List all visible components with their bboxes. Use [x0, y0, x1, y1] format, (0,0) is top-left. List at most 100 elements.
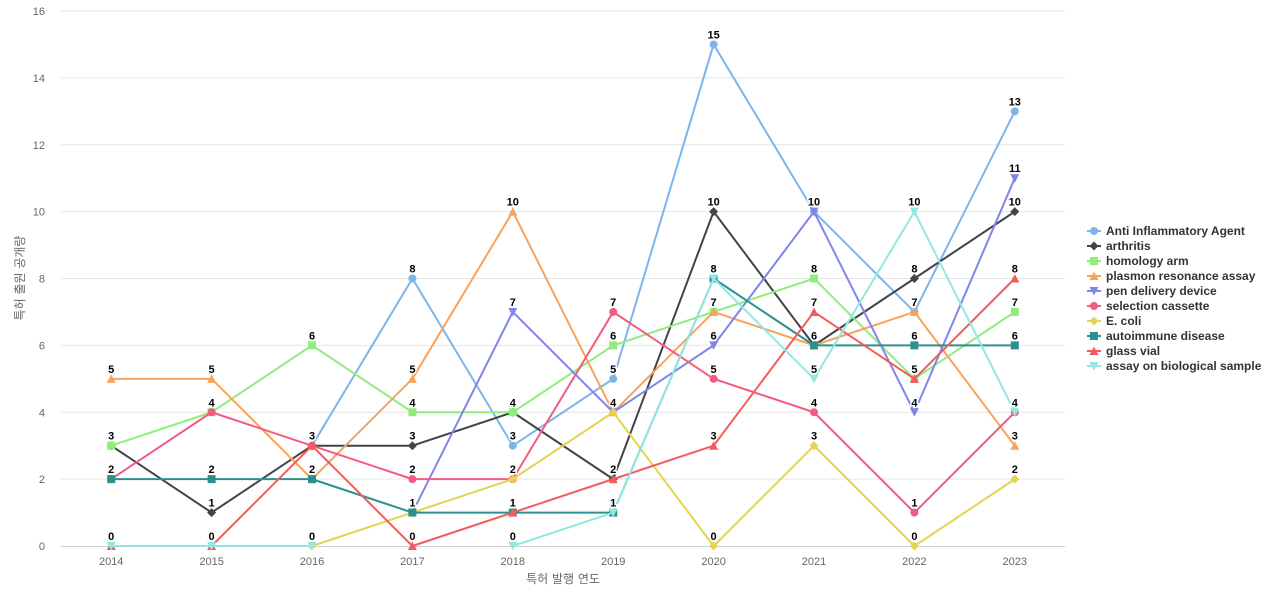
data-point[interactable]	[1010, 107, 1019, 116]
data-label: 0	[409, 531, 415, 543]
data-point[interactable]	[810, 274, 818, 283]
data-point[interactable]	[308, 475, 316, 484]
data-point[interactable]	[709, 441, 719, 450]
data-point[interactable]	[609, 374, 618, 383]
data-point[interactable]	[407, 374, 417, 383]
data-label: 1	[409, 498, 415, 510]
data-point[interactable]	[408, 408, 417, 417]
data-label: 2	[108, 464, 114, 476]
data-point[interactable]	[1010, 274, 1020, 283]
data-point[interactable]	[810, 341, 818, 350]
data-point[interactable]	[810, 408, 818, 417]
data-point[interactable]	[508, 408, 517, 417]
data-label: 4	[610, 397, 617, 409]
data-point[interactable]	[106, 542, 116, 551]
legend-item[interactable]: pen delivery device	[1087, 284, 1217, 298]
data-point[interactable]	[909, 207, 919, 217]
data-point[interactable]	[809, 441, 819, 451]
legend[interactable]: Anti Inflammatory Agentarthritishomology…	[1087, 224, 1262, 373]
data-label: 5	[811, 364, 817, 376]
data-point[interactable]	[207, 408, 216, 417]
data-point[interactable]	[909, 374, 919, 383]
data-point[interactable]	[508, 207, 518, 216]
y-tick-label: 6	[39, 340, 45, 352]
data-point[interactable]	[1010, 307, 1019, 316]
data-point[interactable]	[709, 274, 719, 284]
data-point[interactable]	[909, 274, 919, 283]
data-point[interactable]	[407, 541, 417, 551]
data-point[interactable]	[809, 307, 819, 316]
data-label: 0	[911, 531, 917, 543]
data-point[interactable]	[1010, 474, 1020, 484]
data-point[interactable]	[107, 441, 116, 450]
legend-item[interactable]: Anti Inflammatory Agent	[1087, 224, 1245, 238]
data-label: 6	[811, 330, 817, 342]
data-point[interactable]	[909, 541, 919, 551]
data-point[interactable]	[207, 508, 217, 518]
data-label: 2	[610, 464, 616, 476]
data-point[interactable]	[1010, 341, 1019, 350]
data-point[interactable]	[608, 407, 618, 417]
data-label: 10	[808, 197, 820, 209]
legend-marker	[1089, 241, 1099, 251]
data-point[interactable]	[106, 374, 116, 383]
data-point[interactable]	[408, 475, 417, 484]
data-point[interactable]	[909, 408, 919, 417]
data-label: 1	[409, 498, 415, 510]
data-label: 1	[510, 498, 516, 510]
legend-item[interactable]: selection cassette	[1087, 299, 1210, 313]
data-point[interactable]	[910, 508, 919, 517]
data-point[interactable]	[207, 475, 216, 484]
data-point[interactable]	[608, 474, 618, 484]
legend-marker	[1089, 271, 1099, 280]
data-point[interactable]	[609, 307, 618, 316]
data-point[interactable]	[408, 274, 417, 283]
data-point[interactable]	[910, 341, 919, 350]
data-label: 10	[1009, 197, 1021, 209]
data-point[interactable]	[508, 307, 518, 317]
data-point[interactable]	[709, 374, 718, 383]
data-point[interactable]	[608, 508, 618, 518]
data-point[interactable]	[809, 207, 819, 217]
data-point[interactable]	[1010, 174, 1020, 183]
legend-item[interactable]: arthritis	[1087, 239, 1151, 253]
data-point[interactable]	[207, 542, 217, 551]
series-line	[110, 310, 1016, 514]
legend-item[interactable]: autoimmune disease	[1087, 329, 1225, 343]
legend-item[interactable]: plasmon resonance assay	[1087, 269, 1256, 283]
legend-item[interactable]: homology arm	[1087, 254, 1189, 268]
data-point[interactable]	[207, 374, 217, 383]
data-point[interactable]	[408, 508, 417, 517]
legend-item[interactable]: glass vial	[1087, 344, 1160, 358]
legend-label: selection cassette	[1106, 299, 1210, 313]
data-point[interactable]	[1010, 207, 1020, 217]
data-point[interactable]	[809, 374, 819, 384]
data-label: 5	[911, 364, 917, 376]
data-point[interactable]	[709, 207, 719, 217]
data-point[interactable]	[508, 474, 518, 484]
data-label: 2	[108, 464, 114, 476]
data-point[interactable]	[709, 40, 718, 49]
data-point[interactable]	[308, 341, 316, 350]
data-label: 3	[811, 431, 817, 443]
data-point[interactable]	[508, 441, 517, 450]
data-point[interactable]	[709, 541, 719, 551]
data-point[interactable]	[709, 307, 719, 316]
data-point[interactable]	[1010, 408, 1020, 417]
data-point[interactable]	[508, 542, 518, 551]
data-label: 1	[911, 498, 917, 510]
legend-item[interactable]: assay on biological sample	[1087, 359, 1262, 373]
data-point[interactable]	[307, 441, 317, 450]
data-point[interactable]	[709, 341, 719, 350]
data-point[interactable]	[508, 508, 518, 517]
data-point[interactable]	[909, 307, 919, 316]
data-point[interactable]	[609, 341, 618, 350]
data-point[interactable]	[107, 475, 116, 484]
data-point[interactable]	[407, 441, 417, 451]
data-point[interactable]	[1010, 441, 1020, 450]
legend-item[interactable]: E. coli	[1087, 314, 1141, 328]
legend-label: glass vial	[1106, 344, 1160, 358]
data-point[interactable]	[307, 542, 317, 551]
